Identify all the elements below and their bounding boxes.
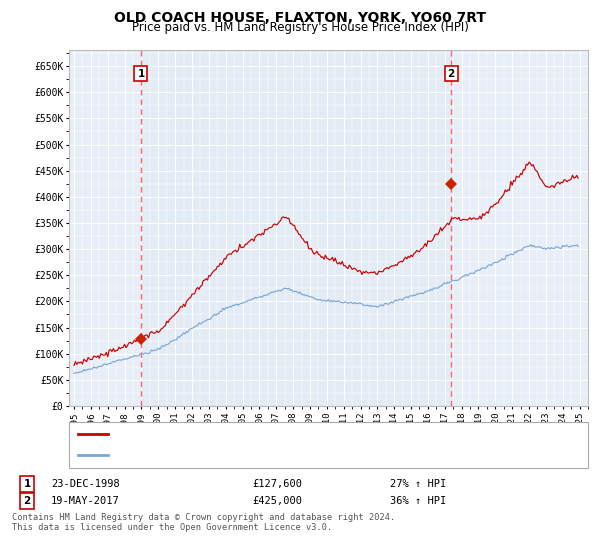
Text: HPI: Average price, detached house, North Yorkshire: HPI: Average price, detached house, Nort… [112,450,368,460]
Text: 36% ↑ HPI: 36% ↑ HPI [390,496,446,506]
Text: £425,000: £425,000 [252,496,302,506]
Text: 27% ↑ HPI: 27% ↑ HPI [390,479,446,489]
Text: 1: 1 [23,479,31,489]
Text: Price paid vs. HM Land Registry's House Price Index (HPI): Price paid vs. HM Land Registry's House … [131,21,469,34]
Text: This data is licensed under the Open Government Licence v3.0.: This data is licensed under the Open Gov… [12,523,332,532]
Text: 2: 2 [448,68,455,78]
Text: Contains HM Land Registry data © Crown copyright and database right 2024.: Contains HM Land Registry data © Crown c… [12,513,395,522]
Text: 19-MAY-2017: 19-MAY-2017 [51,496,120,506]
Text: 1: 1 [137,68,145,78]
Text: £127,600: £127,600 [252,479,302,489]
Text: OLD COACH HOUSE, FLAXTON, YORK, YO60 7RT (detached house): OLD COACH HOUSE, FLAXTON, YORK, YO60 7RT… [112,429,434,439]
Text: 2: 2 [23,496,31,506]
Text: OLD COACH HOUSE, FLAXTON, YORK, YO60 7RT: OLD COACH HOUSE, FLAXTON, YORK, YO60 7RT [114,11,486,25]
Text: 23-DEC-1998: 23-DEC-1998 [51,479,120,489]
Bar [141,50,451,406]
